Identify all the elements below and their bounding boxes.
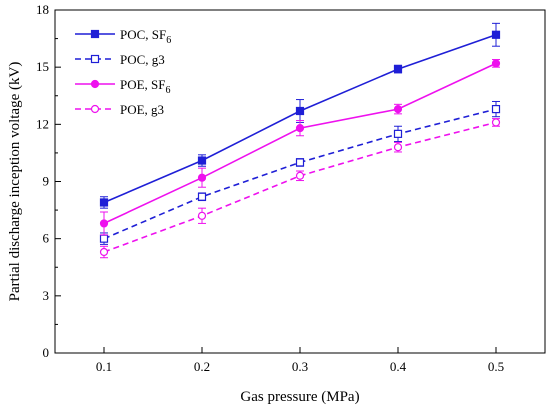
data-point (491, 30, 501, 39)
legend-label: POE, SF6 (120, 77, 171, 96)
series-line (103, 121, 497, 253)
legend-marker (90, 104, 100, 114)
data-point (99, 219, 109, 228)
legend-marker (90, 54, 100, 64)
y-tick-label: 9 (43, 174, 50, 189)
legend: POC, SF6 POC, g3 POE, SF6 POE, g3 (75, 27, 171, 117)
data-point (295, 124, 305, 133)
legend-label: POC, g3 (120, 52, 165, 67)
data-point (491, 104, 501, 114)
series-1 (99, 22, 501, 209)
x-tick-label: 0.1 (96, 359, 112, 374)
data-point (197, 156, 207, 165)
legend-label: POE, g3 (120, 102, 164, 117)
data-point (393, 64, 403, 74)
x-axis-title: Gas pressure (MPa) (240, 389, 359, 405)
x-tick-label: 0.2 (194, 359, 210, 374)
series-3 (99, 59, 501, 236)
data-point (295, 106, 305, 116)
data-point (491, 118, 501, 127)
legend-subscript: 6 (166, 85, 171, 96)
data-point (197, 192, 207, 201)
x-tick-label: 0.4 (390, 359, 407, 374)
legend-subscript: 6 (166, 35, 171, 46)
legend-marker (90, 79, 100, 89)
legend-label: POC, SF6 (120, 27, 171, 46)
axis-ticks: 0 3 6 9 12 15 18 0.1 0.2 0.3 0.4 0.5 (36, 2, 504, 374)
series-2 (99, 100, 501, 245)
data-point (295, 158, 305, 167)
legend-marker (90, 29, 100, 39)
series-4 (99, 118, 501, 259)
y-tick-label: 18 (36, 2, 49, 17)
data-point (197, 211, 207, 220)
x-tick-label: 0.3 (292, 359, 308, 374)
y-tick-label: 6 (43, 231, 50, 246)
x-tick-label: 0.5 (488, 359, 504, 374)
data-point (393, 143, 403, 152)
data-point (491, 59, 501, 68)
y-tick-label: 12 (36, 116, 49, 131)
data-point (197, 173, 207, 182)
data-point (99, 234, 109, 243)
series-layer (99, 22, 501, 259)
data-point (393, 129, 403, 138)
data-point (295, 171, 305, 180)
y-tick-label: 3 (43, 288, 50, 303)
data-point (99, 247, 109, 257)
y-tick-label: 0 (43, 345, 50, 360)
data-point (393, 104, 403, 114)
y-tick-label: 15 (36, 59, 49, 74)
data-point (99, 198, 109, 207)
y-axis-title: Partial discharge inception voltage (kV) (7, 62, 23, 302)
